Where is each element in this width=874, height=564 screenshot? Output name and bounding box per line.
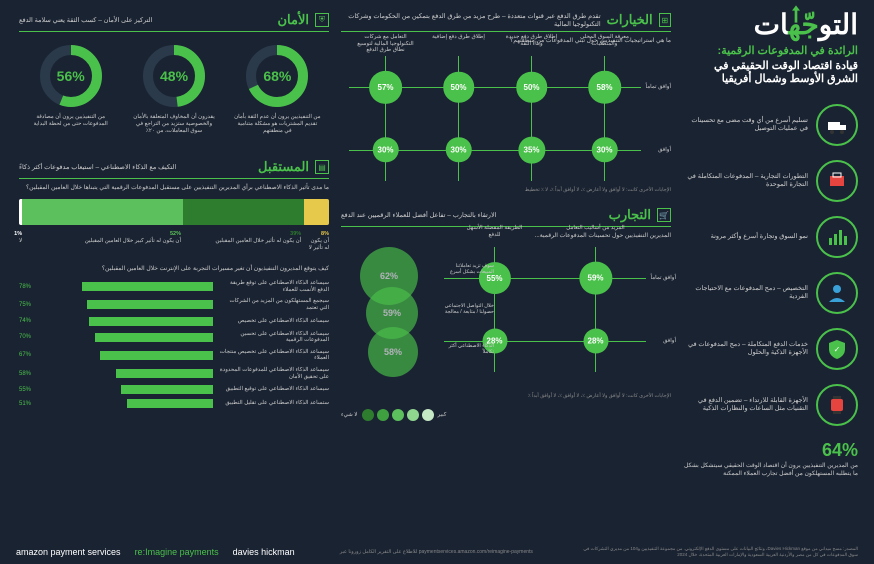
experiences-section: 🛒 التجارب الارتقاء بالتجارب – تفاعل أفضل…: [341, 207, 671, 399]
icon-row: تسليم أسرع من أي وقت مضى مع تحسينات في ع…: [683, 104, 858, 146]
arrow-up-icon: [786, 4, 806, 24]
matrix-bubble: 35%: [518, 136, 545, 163]
icon-row: التخصيص – دمج المدفوعات مع الاحتياجات ال…: [683, 272, 858, 314]
bar-row: سيساعد الذكاء الاصطناعي على تخصيص74%: [19, 317, 329, 326]
brand-logo: amazon payment services: [16, 547, 121, 557]
shield-icon: ✓: [816, 328, 858, 370]
matrix-bubble: 28%: [583, 328, 608, 353]
matrix-bubble: 30%: [592, 137, 618, 163]
truck-icon: [816, 104, 858, 146]
hero-sub-white: قيادة اقتصاد الوقت الحقيقي في الشرق الأو…: [683, 60, 858, 86]
icon-row: نمو السوق وتجارة أسرع وأكثر مرونة: [683, 216, 858, 258]
donut-chart: 68%من التنفيذيين يرون أن عدم الثقة بأمان…: [233, 44, 321, 135]
safety-section: ⛨ الأمان التركيز على الأمان – كسب الثقة …: [19, 12, 329, 135]
intensity-dots: كبيرلا شيء: [341, 409, 671, 421]
icon-row: ✓خدمات الدفع المتكاملة – دمج المدفوعات ف…: [683, 328, 858, 370]
matrix-bubble: 50%: [443, 72, 474, 103]
exp-header: 🛒 التجارب الارتقاء بالتجارب – تفاعل أفضل…: [341, 207, 671, 227]
matrix-bubble: 59%: [579, 262, 612, 295]
brand-logo: davies hickman: [233, 547, 295, 557]
donut-chart: 48%يقدرون أن المخاوف المتعلقة بالأمان وا…: [130, 44, 218, 135]
matrix-bubble: 30%: [446, 137, 472, 163]
doc-icon: ▤: [315, 160, 329, 174]
matrix-bubble: 30%: [373, 137, 399, 163]
bar-row: ستساعد الذكاء الاصطناعي على تقليل التطبي…: [19, 399, 329, 408]
matrix-bubble: 50%: [516, 72, 547, 103]
matrix-bubble: 58%: [588, 71, 621, 104]
future-section: ▤ المستقبل التكيف مع الذكاء الاصطناعي – …: [19, 159, 329, 251]
venn-diagram: 62%سوف تزيد تعاملاتنا المبيعات بشكل أسرع…: [341, 247, 436, 387]
options-header: ⊞ الخيارات تقدم طرق الدفع عبر قنوات متعد…: [341, 12, 671, 32]
shield-icon: ⛨: [315, 13, 329, 27]
brand-logo: re:Imagine payments: [135, 547, 219, 557]
svg-text:✓: ✓: [834, 345, 841, 354]
bars-section: كيف يتوقع المديرون التنفيذيون أن تغير مس…: [19, 265, 329, 413]
stacked-bar: [19, 199, 329, 225]
future-header: ▤ المستقبل التكيف مع الذكاء الاصطناعي – …: [19, 159, 329, 179]
hero-title: التوجّهات: [683, 12, 858, 39]
grid-icon: ⊞: [659, 13, 671, 27]
bar-row: سيساعد الذكاء الاصطناعي على توقيع التطبي…: [19, 385, 329, 394]
options-matrix: أوافق تماماًأوافقمعرفة السوق المحلي والم…: [341, 56, 671, 193]
cart-icon: [816, 160, 858, 202]
bar-row: سيساعد الذكاء الاصطناعي على تحسين المدفو…: [19, 331, 329, 344]
chart-icon: [816, 216, 858, 258]
icon-row: التطورات التجارية – المدفوعات المتكاملة …: [683, 160, 858, 202]
icon-list: تسليم أسرع من أي وقت مضى مع تحسينات في ع…: [683, 104, 858, 426]
footer: المصدر: مسح ميداني من موقع Davies Hickma…: [16, 546, 858, 558]
matrix-bubble: 57%: [369, 71, 401, 103]
hero-sub-green: الرائدة في المدفوعات الرقمية:: [683, 45, 858, 58]
cart-icon: 🛒: [657, 208, 671, 222]
bar-row: سيساعد الذكاء الاصطناعي على توقع طريقة ا…: [19, 280, 329, 293]
donut-chart: 56%من التنفيذيين يرون أن مصادقة المدفوعا…: [27, 44, 115, 135]
icon-row: الأجهزة القابلة للارتداء – تضمين الدفع ف…: [683, 384, 858, 426]
bar-row: سيساعد الذكاء الاصطناعي للمدفوعات المحدو…: [19, 367, 329, 380]
watch-icon: [816, 384, 858, 426]
bar-row: سيجمع المستهلكون من المزيد من الشركات ال…: [19, 298, 329, 311]
bar-row: سيساعد الذكاء الاصطناعي على تخصيص منتجات…: [19, 349, 329, 362]
stat-64: 64% من المديرين التنفيذيين يرون أن اقتصا…: [683, 440, 858, 479]
safety-header: ⛨ الأمان التركيز على الأمان – كسب الثقة …: [19, 12, 329, 32]
user-icon: [816, 272, 858, 314]
